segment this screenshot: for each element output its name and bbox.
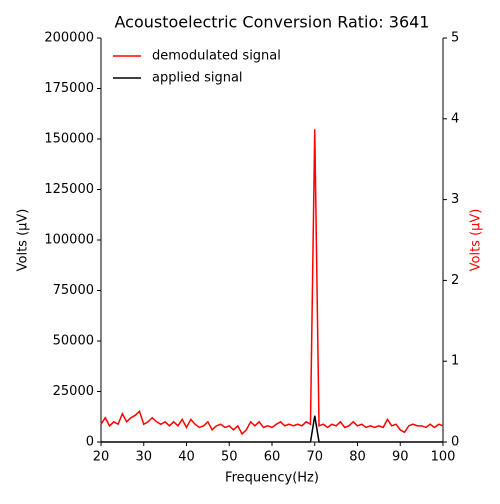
y2-tick-label: 0	[451, 435, 459, 450]
y-tick-label: 125000	[44, 182, 94, 197]
x-axis-label: Frequency(Hz)	[225, 471, 319, 486]
y2-tick-label: 2	[451, 273, 459, 288]
x-tick-label: 80	[349, 450, 366, 465]
y-tick-label: 50000	[53, 334, 94, 349]
legend-label: demodulated signal	[152, 49, 281, 64]
y2-tick-label: 1	[451, 354, 459, 369]
y-tick-label: 75000	[53, 283, 94, 298]
x-tick-label: 50	[221, 450, 238, 465]
x-tick-label: 70	[306, 450, 323, 465]
x-tick-label: 30	[135, 450, 152, 465]
series-line	[101, 415, 443, 443]
chart-title: Acoustoelectric Conversion Ratio: 3641	[115, 13, 430, 32]
y2-axis-label: Volts (μV)	[469, 209, 484, 272]
y-tick-label: 200000	[44, 31, 94, 46]
y-tick-label: 100000	[44, 233, 94, 248]
legend-label: applied signal	[152, 71, 243, 86]
y-tick-label: 150000	[44, 132, 94, 147]
y-axis-label: Volts (μV)	[16, 209, 31, 272]
y-tick-label: 175000	[44, 81, 94, 96]
x-tick-label: 60	[264, 450, 281, 465]
y-tick-label: 0	[86, 435, 94, 450]
y2-tick-label: 4	[451, 111, 459, 126]
x-tick-label: 20	[93, 450, 110, 465]
x-tick-label: 40	[178, 450, 195, 465]
y2-tick-label: 5	[451, 31, 459, 46]
x-tick-label: 90	[392, 450, 409, 465]
series-line	[100, 129, 444, 436]
y-tick-label: 25000	[53, 384, 94, 399]
x-tick-label: 100	[431, 450, 456, 465]
y2-tick-label: 3	[451, 192, 459, 207]
